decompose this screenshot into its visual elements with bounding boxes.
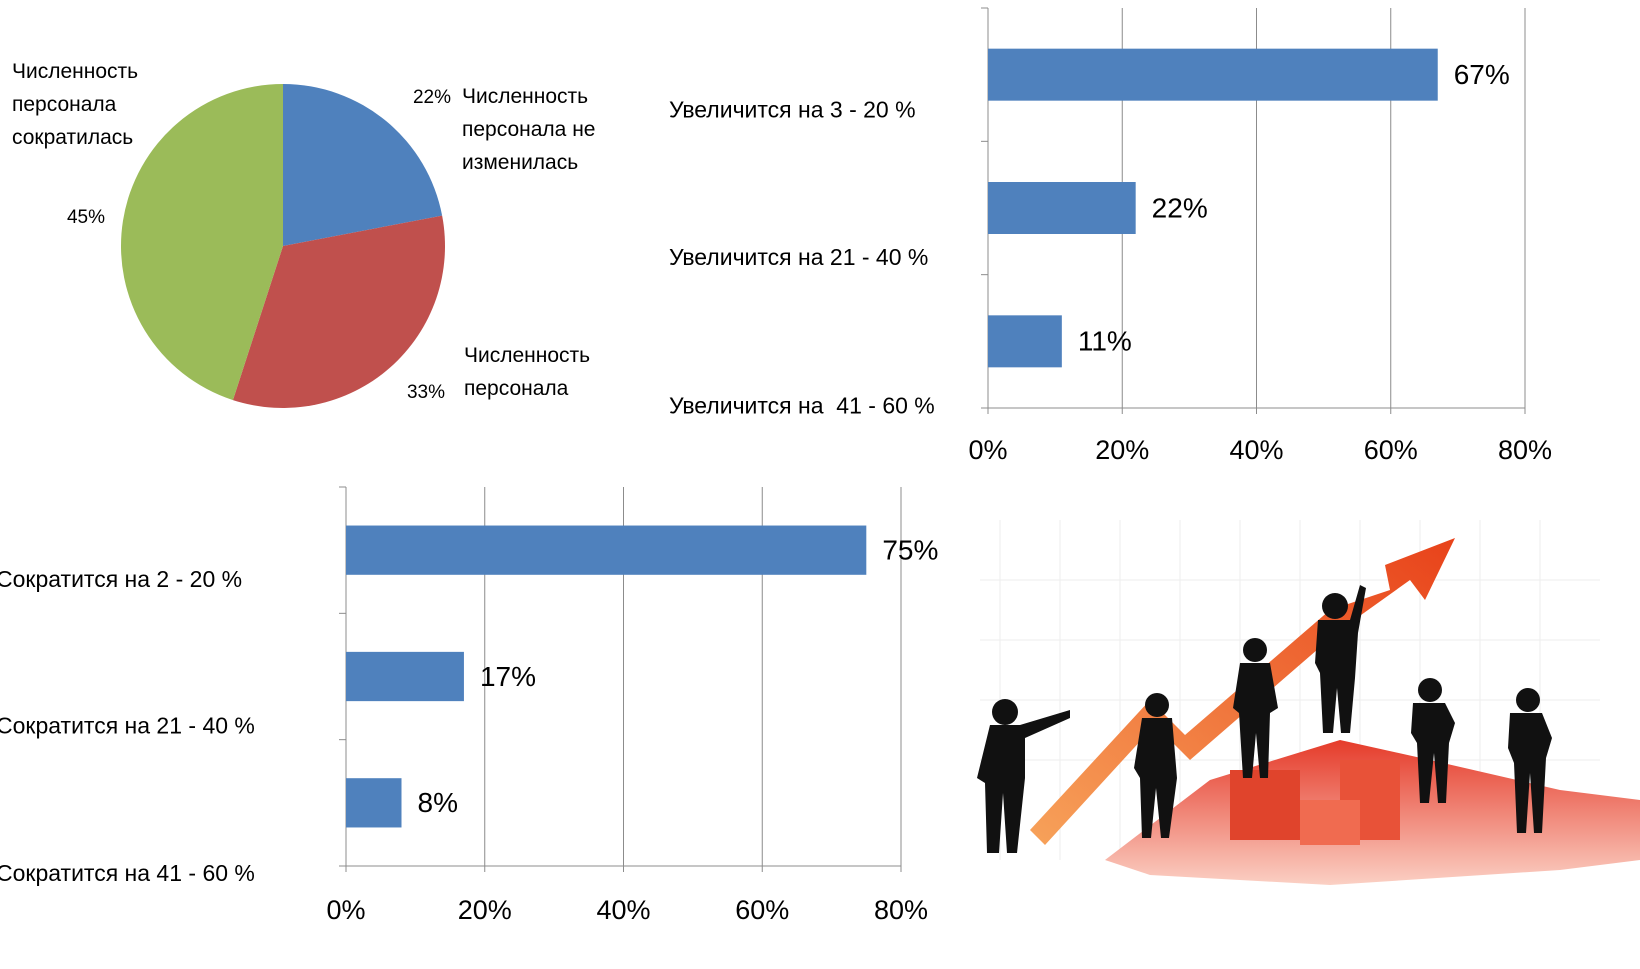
slice-category-label: Численность персонала сократилась <box>12 55 162 154</box>
bar <box>346 652 464 701</box>
illustration <box>977 520 1640 885</box>
page: 22% 33% 45% 0% 20% 40% 60% 80% 67% Увеличится на … <box>0 0 1640 969</box>
y-category-label: Увеличится на 21 - 40 % <box>669 244 928 270</box>
y-category-label: Сократится на 2 - 20 % <box>0 566 242 592</box>
slice-value-label: 22% <box>413 87 451 108</box>
x-tick-label: 60% <box>1364 435 1418 465</box>
y-category-label: Сократится на 21 - 40 % <box>0 713 255 739</box>
x-tick-label: 20% <box>458 895 512 925</box>
bar-value-label: 17% <box>480 661 536 692</box>
slice-value-label: 33% <box>407 382 445 403</box>
y-category-label: Увеличится на 41 - 60 % <box>669 392 935 418</box>
x-tick-label: 40% <box>596 895 650 925</box>
bar <box>346 778 402 827</box>
slice-value-label: 45% <box>67 207 105 228</box>
x-tick-label: 80% <box>874 895 928 925</box>
bar <box>988 49 1438 101</box>
x-tick-label: 0% <box>968 435 1007 465</box>
bar <box>988 182 1136 234</box>
slice-category-label: Численность персонала <box>464 339 629 405</box>
y-category-label: Увеличится на 3 - 20 % <box>669 97 916 123</box>
bar-value-label: 75% <box>882 535 938 566</box>
x-tick-label: 80% <box>1498 435 1552 465</box>
x-tick-label: 40% <box>1229 435 1283 465</box>
bar <box>346 526 866 575</box>
bar <box>988 315 1062 367</box>
bar-value-label: 22% <box>1152 192 1208 223</box>
charts: 22% 33% 45% 0% 20% 40% 60% 80% 67% Увеличится на … <box>0 0 1640 969</box>
x-tick-label: 60% <box>735 895 789 925</box>
slice-category-label: Численность персонала не изменилась <box>462 80 637 179</box>
y-category-label: Сократится на 41 - 60 % <box>0 860 255 886</box>
bar-value-label: 8% <box>418 787 458 818</box>
bar-value-label: 67% <box>1454 59 1510 90</box>
x-tick-label: 20% <box>1095 435 1149 465</box>
bar-value-label: 11% <box>1078 326 1132 357</box>
x-tick-label: 0% <box>326 895 365 925</box>
